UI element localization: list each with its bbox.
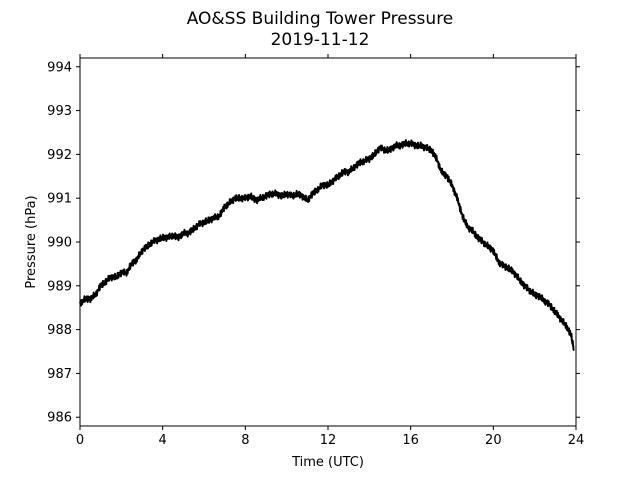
y-tick-label: 987 [47, 367, 72, 382]
y-tick-label: 991 [47, 192, 72, 207]
chart-subtitle: 2019-11-12 [271, 30, 370, 50]
x-tick-label: 8 [241, 433, 249, 448]
y-tick-label: 993 [47, 104, 72, 119]
x-tick-label: 12 [320, 433, 337, 448]
y-axis-label: Pressure (hPa) [24, 195, 39, 288]
pressure-series-line [79, 139, 575, 351]
x-tick-label: 0 [76, 433, 84, 448]
axis-ticks: 0 4 8 12 16 20 24 986 987 988 989 990 991 992 993 994 [47, 54, 584, 448]
x-axis-label: Time (UTC) [291, 455, 364, 470]
y-tick-label: 992 [47, 148, 72, 163]
y-tick-label: 986 [47, 411, 72, 426]
y-tick-label: 990 [47, 236, 72, 251]
x-tick-label: 16 [402, 433, 419, 448]
x-tick-label: 20 [485, 433, 502, 448]
x-tick-label: 4 [159, 433, 167, 448]
y-tick-label: 994 [47, 60, 72, 75]
plot-area-frame [79, 57, 577, 427]
x-tick-label: 24 [568, 433, 585, 448]
chart-title: AO&SS Building Tower Pressure [187, 9, 454, 29]
y-tick-label: 989 [47, 279, 72, 294]
y-tick-label: 988 [47, 323, 72, 338]
